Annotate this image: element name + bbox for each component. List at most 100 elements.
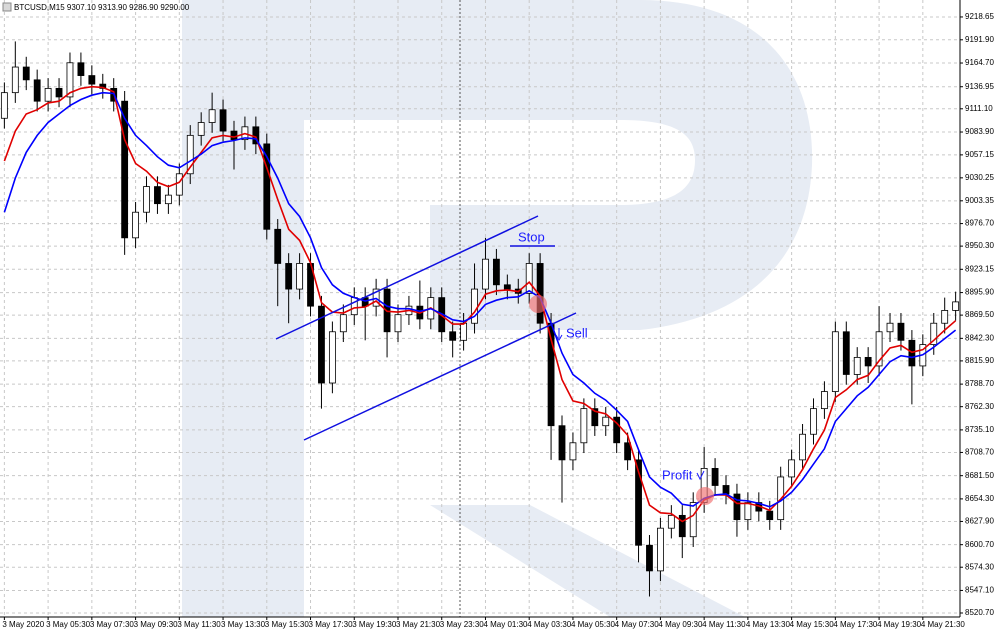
candle-body — [591, 408, 599, 427]
candle-body — [821, 391, 828, 410]
annotation-sell: Sell — [566, 325, 588, 340]
y-tick-label: 9083.90 — [965, 127, 994, 136]
marks — [0, 41, 960, 597]
candle-body — [766, 510, 774, 521]
x-tick-label: 4 May 03:30 — [527, 620, 572, 629]
candle-body — [164, 194, 172, 205]
y-tick-label: 8627.90 — [965, 517, 994, 526]
candle-body — [941, 310, 949, 324]
x-tick-label: 4 May 07:30 — [615, 620, 660, 629]
annotation-profit: Profit — [662, 467, 693, 482]
candle-body — [558, 425, 566, 461]
x-tick-label: 4 May 11:30 — [702, 620, 746, 629]
candle-body — [788, 459, 796, 478]
candle-body — [285, 263, 293, 290]
moving-average-line — [3, 91, 957, 508]
entry-marker — [529, 295, 547, 313]
candle-body — [22, 66, 30, 81]
x-tick-label: 4 May 17:30 — [833, 620, 878, 629]
y-tick-label: 8681.50 — [965, 471, 994, 480]
candle-body — [33, 79, 41, 102]
candle-body — [230, 130, 238, 141]
candle-body — [569, 442, 577, 461]
channel-lower — [303, 312, 577, 441]
y-tick-label: 8708.70 — [965, 448, 994, 457]
y-tick-label: 8815.90 — [965, 356, 994, 365]
candle-body — [318, 305, 325, 384]
candle-body — [613, 416, 621, 444]
y-tick-label: 8842.30 — [965, 333, 994, 342]
profit-tick — [696, 470, 705, 481]
channel-upper — [275, 215, 539, 340]
x-tick-label: 3 May 2020 — [2, 620, 44, 629]
candle-body — [154, 186, 161, 205]
y-tick-label: 9057.15 — [965, 150, 994, 159]
x-tick-label: 3 May 09:30 — [134, 620, 179, 629]
y-tick-label: 8950.30 — [965, 241, 994, 250]
x-tick-label: 3 May 15:30 — [265, 620, 310, 629]
x-tick-label: 3 May 13:30 — [221, 620, 266, 629]
y-tick-label: 8869.50 — [965, 310, 994, 319]
candle-body — [132, 211, 139, 239]
sell-arrow — [555, 328, 563, 341]
x-tick-label: 3 May 21:30 — [396, 620, 441, 629]
candle-body — [55, 87, 63, 98]
candle-body — [689, 502, 697, 538]
x-tick-label: 3 May 11:30 — [177, 620, 221, 629]
candle-body — [831, 331, 839, 392]
candle-body — [44, 87, 52, 102]
candle-body — [77, 62, 85, 76]
candle-body — [657, 527, 664, 572]
candle-body — [66, 62, 74, 98]
x-tick-label: 3 May 07:30 — [90, 620, 135, 629]
candle-body — [602, 416, 610, 427]
x-tick-label: 4 May 09:30 — [658, 620, 703, 629]
annotation-stop: Stop — [518, 229, 545, 244]
candle-body — [722, 485, 730, 495]
candle-body — [580, 408, 588, 444]
x-tick-label: 4 May 01:30 — [483, 620, 528, 629]
x-tick-label: 3 May 19:30 — [352, 620, 397, 629]
candle-body — [492, 258, 500, 286]
candle-body — [219, 109, 227, 132]
x-tick-label: 4 May 21:30 — [921, 620, 966, 629]
watermark-leg — [430, 505, 745, 617]
candle-body — [952, 301, 960, 311]
candle-body — [635, 459, 642, 546]
candle-body — [678, 514, 686, 538]
candle-body — [121, 100, 129, 239]
candle-body — [449, 331, 457, 341]
candle-body — [482, 258, 489, 290]
drawings: Stop Sell Profit — [275, 215, 714, 505]
y-tick-label: 8895.90 — [965, 288, 994, 297]
y-tick-label: 8654.30 — [965, 494, 994, 503]
y-tick-label: 8788.70 — [965, 379, 994, 388]
candle-body — [143, 186, 150, 213]
y-tick-label: 9111.10 — [965, 104, 993, 113]
candle-body — [930, 322, 938, 345]
candle-body — [646, 544, 653, 572]
candle-body — [886, 322, 894, 333]
symbol-icon — [2, 2, 12, 12]
x-tick-label: 3 May 17:30 — [309, 620, 354, 629]
candle-body — [99, 83, 107, 89]
candle-body — [208, 109, 216, 123]
candle-body — [175, 173, 183, 196]
x-tick-label: 4 May 19:30 — [877, 620, 922, 629]
candle-body — [810, 408, 817, 435]
candle-body — [864, 356, 872, 367]
exit-marker — [696, 487, 714, 505]
watermark-stem — [182, 0, 304, 617]
x-tick-label: 4 May 15:30 — [790, 620, 835, 629]
y-tick-label: 8735.10 — [965, 425, 994, 434]
y-tick-label: 8976.70 — [965, 219, 994, 228]
y-tick-label: 9003.35 — [965, 196, 994, 205]
candle-body — [328, 331, 336, 384]
candle-body — [842, 331, 850, 375]
candle-body — [274, 228, 282, 264]
candle-body — [296, 263, 303, 290]
y-tick-label: 8574.30 — [965, 562, 994, 571]
x-tick-label: 4 May 13:30 — [746, 620, 791, 629]
y-tick-label: 8600.70 — [965, 540, 994, 549]
